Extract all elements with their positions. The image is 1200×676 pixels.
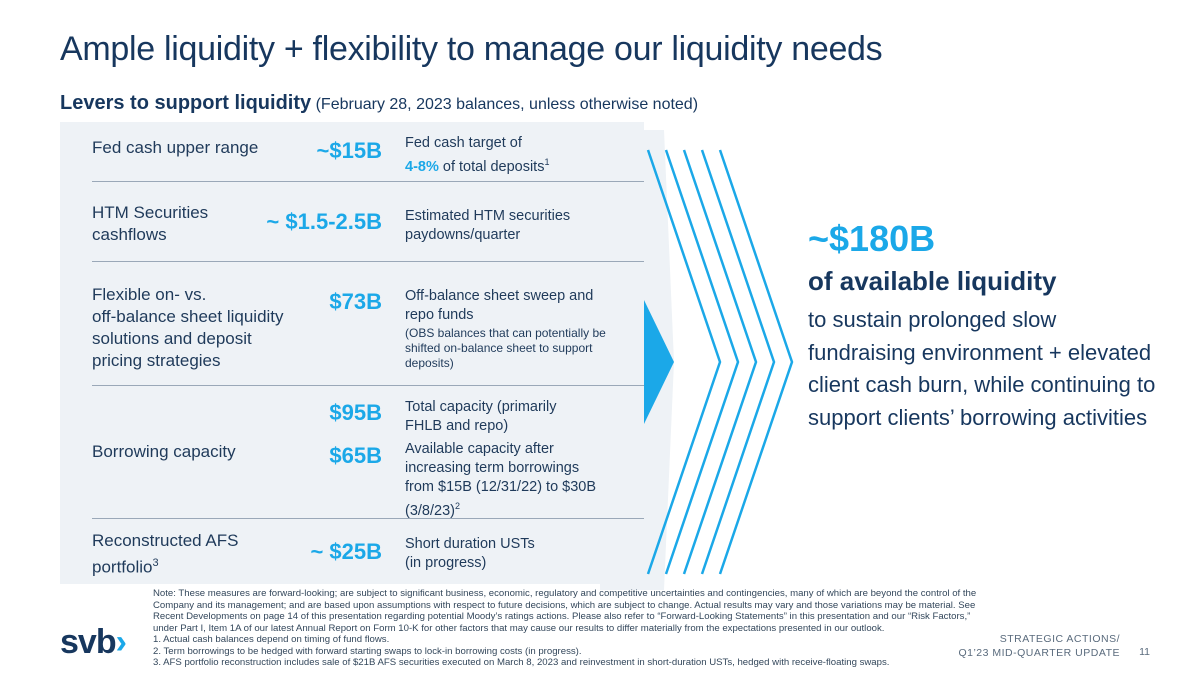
row-flexible: Flexible on- vs. off-balance sheet liqui… xyxy=(92,284,644,384)
flexible-desc-small: (OBS balances that can potentially be sh… xyxy=(405,326,606,370)
liquidity-headline: of available liquidity xyxy=(808,266,1057,296)
htm-value: ~ $1.5-2.5B xyxy=(266,209,382,234)
footer-line1: STRATEGIC ACTIONS/ xyxy=(999,633,1120,645)
flexible-value: $73B xyxy=(329,289,382,314)
htm-desc: Estimated HTM securities paydowns/quarte… xyxy=(405,207,645,245)
afs-label: Reconstructed AFS portfolio3 xyxy=(92,530,238,579)
footnote-2: 2. Term borrowings to be hedged with for… xyxy=(153,645,582,657)
svb-logo: svb› xyxy=(60,623,127,662)
divider xyxy=(92,181,644,182)
htm-label-line1: HTM Securities xyxy=(92,203,209,222)
subtitle-bold: Levers to support liquidity xyxy=(60,92,312,114)
borrowing-footnote-ref: 2 xyxy=(454,501,460,511)
flexible-desc: Off-balance sheet sweep and repo funds xyxy=(405,287,645,325)
fed-cash-value: ~$15B xyxy=(316,138,382,163)
afs-label-line1: Reconstructed AFS xyxy=(92,531,239,550)
flexible-desc-line2: repo funds xyxy=(405,307,474,323)
footer-line2: Q1’23 MID-QUARTER UPDATE xyxy=(958,647,1120,659)
borrowing-total-desc: Total capacity (primarily FHLB and repo) xyxy=(405,398,645,436)
footnote-3: 3. AFS portfolio reconstruction includes… xyxy=(153,657,890,668)
htm-desc-line1: Estimated HTM securities xyxy=(405,208,571,224)
htm-label: HTM Securities cashflows xyxy=(92,202,208,246)
fed-cash-desc-line2: 4-8% of total deposits1 xyxy=(405,153,645,177)
flexible-label-line1: Flexible on- vs. xyxy=(92,285,207,304)
borrowing-total-desc-line2: FHLB and repo) xyxy=(405,418,509,434)
page-number: 11 xyxy=(1139,646,1150,658)
footnote-main: Note: These measures are forward-looking… xyxy=(153,588,977,634)
borrowing-total-desc-line1: Total capacity (primarily xyxy=(405,399,557,415)
borrowing-total-value: $95B xyxy=(329,400,382,425)
page-title: Ample liquidity + flexibility to manage … xyxy=(60,30,883,68)
fed-cash-desc: Fed cash target of 4-8% of total deposit… xyxy=(405,134,645,177)
afs-desc-line2: (in progress) xyxy=(405,555,487,571)
fed-cash-label: Fed cash upper range xyxy=(92,138,259,157)
htm-label-line2: cashflows xyxy=(92,225,167,244)
fed-cash-desc-line1: Fed cash target of xyxy=(405,135,522,151)
afs-desc-line1: Short duration USTs xyxy=(405,536,535,552)
logo-text: svb xyxy=(60,623,117,661)
row-afs: Reconstructed AFS portfolio3 ~ $25B Shor… xyxy=(92,530,644,580)
footnote-1: 1. Actual cash balances depend on timing… xyxy=(153,634,390,645)
divider xyxy=(92,261,644,262)
borrowing-available-desc-line2: increasing term borrowings xyxy=(405,460,580,476)
afs-desc: Short duration USTs (in progress) xyxy=(405,535,645,573)
afs-footnote-ref: 3 xyxy=(152,557,159,569)
row-borrowing: Borrowing capacity $95B Total capacity (… xyxy=(92,396,645,519)
footer-section: STRATEGIC ACTIONS/ Q1’23 MID-QUARTER UPD… xyxy=(958,632,1120,660)
divider xyxy=(92,518,644,519)
borrowing-label: Borrowing capacity xyxy=(92,442,236,461)
liquidity-amount: ~$180B xyxy=(808,218,936,259)
borrowing-date: (3/8/23) xyxy=(405,502,455,519)
htm-desc-line2: paydowns/quarter xyxy=(405,227,521,243)
footnotes: Note: These measures are forward-looking… xyxy=(153,588,993,669)
borrowing-available-desc-line1: Available capacity after xyxy=(405,441,554,457)
afs-label-line2: portfolio3 xyxy=(92,552,238,579)
row-fed-cash: Fed cash upper range ~$15B Fed cash targ… xyxy=(92,134,644,182)
flexible-desc-line1: Off-balance sheet sweep and xyxy=(405,288,594,304)
afs-value: ~ $25B xyxy=(310,539,382,564)
fed-cash-desc-tail: of total deposits xyxy=(438,158,545,175)
divider xyxy=(92,385,644,386)
row-htm: HTM Securities cashflows ~ $1.5-2.5B Est… xyxy=(92,202,644,262)
subtitle-note: (February 28, 2023 balances, unless othe… xyxy=(311,96,699,113)
flexible-label-line3: solutions and deposit xyxy=(92,329,252,348)
afs-label-line2-text: portfolio xyxy=(92,557,153,577)
borrowing-available-desc-line4: (3/8/23)2 xyxy=(405,497,645,521)
levers-panel: Fed cash upper range ~$15B Fed cash targ… xyxy=(60,122,644,584)
liquidity-body: to sustain prolonged slow fundraising en… xyxy=(808,307,1156,430)
fed-cash-footnote-ref: 1 xyxy=(544,157,550,167)
borrowing-available-desc-line3: from $15B (12/31/22) to $30B xyxy=(405,479,597,495)
borrowing-available-desc: Available capacity after increasing term… xyxy=(405,440,645,521)
borrowing-available-value: $65B xyxy=(329,443,382,468)
fed-cash-pct: 4-8% xyxy=(405,158,439,175)
page-subtitle: Levers to support liquidity (February 28… xyxy=(60,92,698,115)
logo-chevron-icon: › xyxy=(115,623,127,661)
flexible-label-line4: pricing strategies xyxy=(92,351,221,370)
flexible-label: Flexible on- vs. off-balance sheet liqui… xyxy=(92,284,284,372)
flexible-label-line2: off-balance sheet liquidity xyxy=(92,307,284,326)
